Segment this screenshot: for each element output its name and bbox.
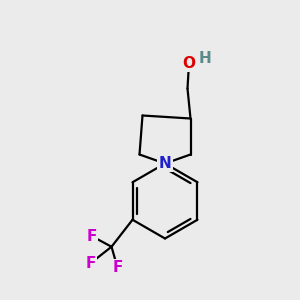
Text: F: F <box>85 256 96 271</box>
Text: N: N <box>159 156 171 171</box>
Text: H: H <box>199 51 212 66</box>
Text: O: O <box>182 56 196 70</box>
Text: F: F <box>112 260 123 275</box>
Text: F: F <box>87 229 97 244</box>
